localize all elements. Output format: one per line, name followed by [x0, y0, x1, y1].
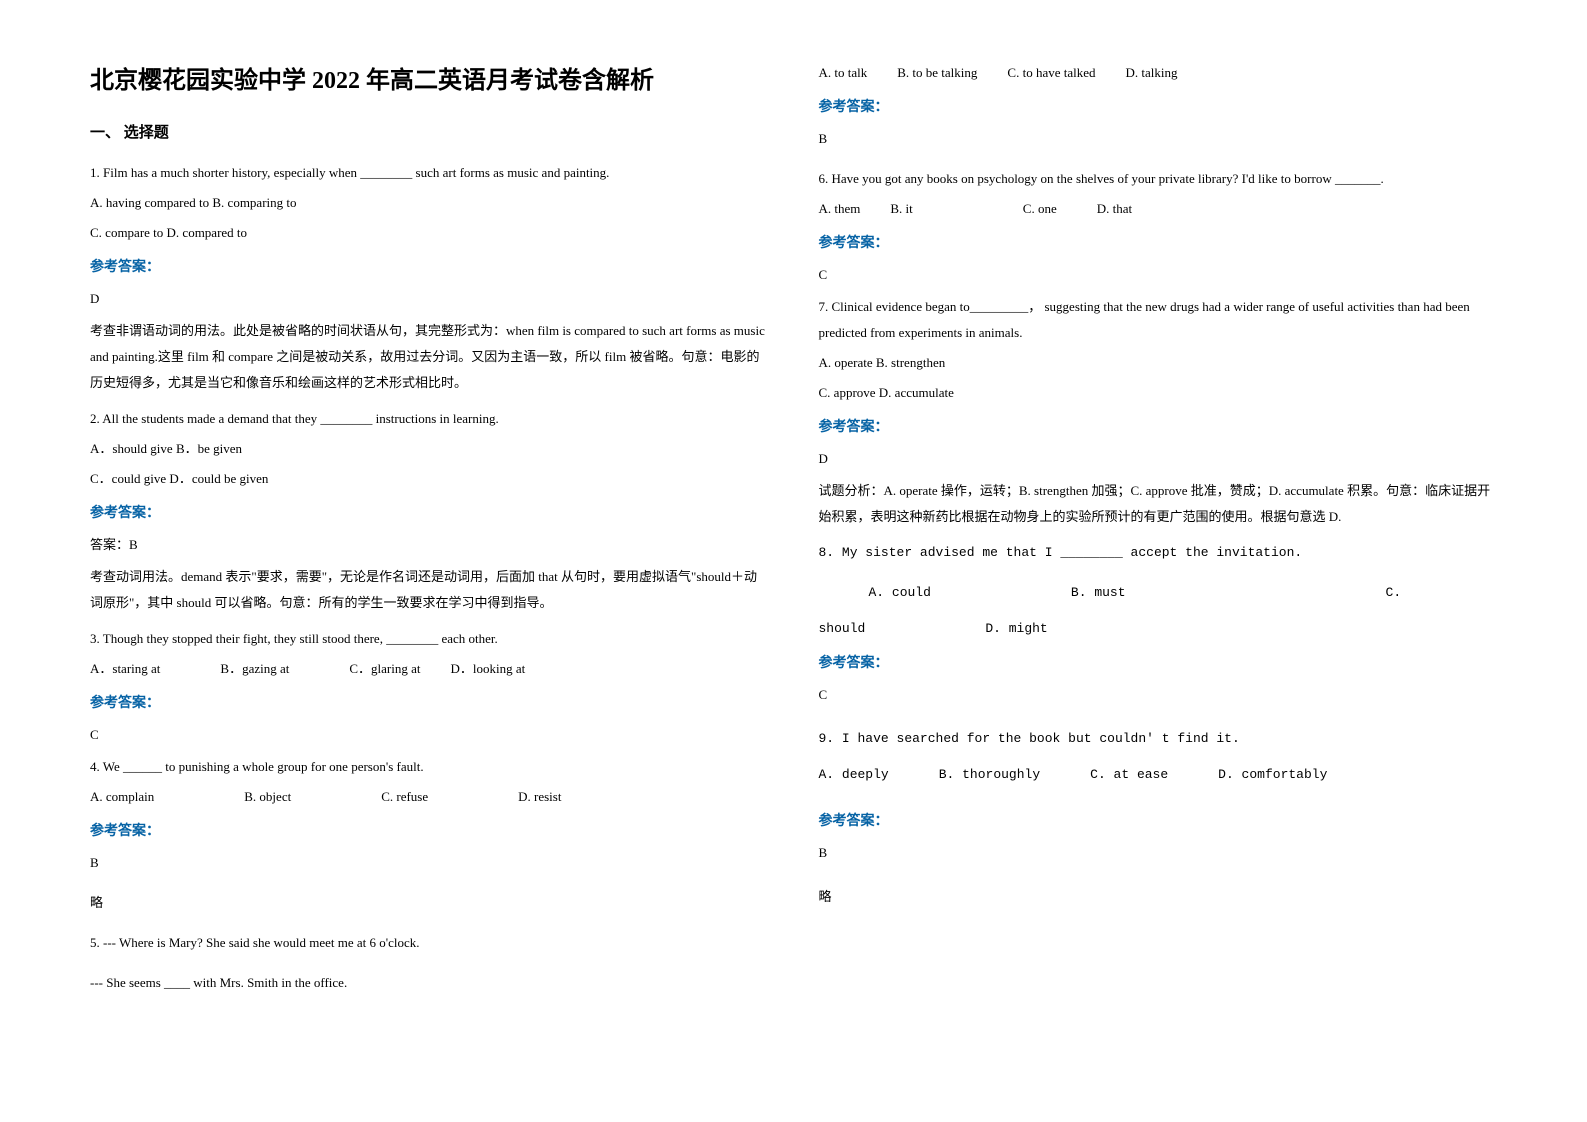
q3-opts: A．staring at B．gazing at C．glaring at D．loo…: [90, 656, 769, 682]
q5-ans: B: [819, 126, 1498, 152]
q9-ans-label: 参考答案：: [819, 810, 1498, 830]
q1-text: 1. Film has a much shorter history, espe…: [90, 160, 769, 186]
q4-opts: A. complain B. object C. refuse D. resist: [90, 784, 769, 810]
q1-opts-b: C. compare to D. compared to: [90, 220, 769, 246]
q6-opt-b: B. it: [890, 196, 912, 222]
q5-ans-label: 参考答案：: [819, 96, 1498, 116]
q6-ans: C: [819, 262, 1498, 288]
q3-ans: C: [90, 722, 769, 748]
q6-ans-label: 参考答案：: [819, 232, 1498, 252]
q8-opt-c-prefix: C.: [1386, 580, 1402, 606]
q6-opt-d: D. that: [1097, 196, 1132, 222]
section-header: 一、 选择题: [90, 121, 769, 142]
q7-explain: 试题分析：A. operate 操作，运转；B. strengthen 加强；C…: [819, 478, 1498, 530]
q3-opt-a: A．staring at: [90, 656, 160, 682]
q8-ans: C: [819, 682, 1498, 708]
q5-opts: A. to talk B. to be talking C. to have tal…: [819, 60, 1498, 86]
q8-ans-label: 参考答案：: [819, 652, 1498, 672]
q3-opt-d: D．looking at: [451, 656, 526, 682]
q8-opts-2: should D. might: [819, 616, 1498, 642]
q9-opt-b: B. thoroughly: [939, 762, 1040, 788]
q4-ans-label: 参考答案：: [90, 820, 769, 840]
q8-opts: A. could B. must C.: [819, 580, 1498, 606]
q9-text: 9. I have searched for the book but coul…: [819, 726, 1498, 752]
q9-opts: A. deeply B. thoroughly C. at ease D. comfo…: [819, 762, 1498, 788]
q1-ans-label: 参考答案：: [90, 256, 769, 276]
right-column: A. to talk B. to be talking C. to have tal…: [819, 60, 1498, 1062]
q2-text: 2. All the students made a demand that t…: [90, 406, 769, 432]
q2-opts-a: A．should give B．be given: [90, 436, 769, 462]
q6-text: 6. Have you got any books on psychology …: [819, 166, 1498, 192]
q5-text1: 5. --- Where is Mary? She said she would…: [90, 930, 769, 956]
q5-text2: --- She seems ____ with Mrs. Smith in th…: [90, 970, 769, 996]
q2-ans-label: 参考答案：: [90, 502, 769, 522]
q4-opt-b: B. object: [244, 784, 291, 810]
q8-opt-a: A. could: [869, 580, 931, 606]
q5-opt-b: B. to be talking: [897, 60, 977, 86]
q4-opt-a: A. complain: [90, 784, 154, 810]
q4-explain: 略: [90, 890, 769, 916]
q2-explain: 考查动词用法。demand 表示"要求，需要"，无论是作名词还是动词用，后面加 …: [90, 564, 769, 616]
q4-opt-c: C. refuse: [381, 784, 428, 810]
q5-opt-c: C. to have talked: [1007, 60, 1095, 86]
q3-text: 3. Though they stopped their fight, they…: [90, 626, 769, 652]
q7-opts-b: C. approve D. accumulate: [819, 380, 1498, 406]
q6-opts: A. them B. it C. one D. that: [819, 196, 1498, 222]
q4-text: 4. We ______ to punishing a whole group …: [90, 754, 769, 780]
page-title: 北京樱花园实验中学 2022 年高二英语月考试卷含解析: [90, 60, 769, 95]
q9-opt-c: C. at ease: [1090, 762, 1168, 788]
q6-opt-c: C. one: [1023, 196, 1057, 222]
q8-opt-d: D. might: [985, 616, 1047, 642]
q7-text: 7. Clinical evidence began to_________， …: [819, 294, 1498, 346]
q2-opts-b: C．could give D．could be given: [90, 466, 769, 492]
left-column: 北京樱花园实验中学 2022 年高二英语月考试卷含解析 一、 选择题 1. Fi…: [90, 60, 769, 1062]
q8-text: 8. My sister advised me that I ________ …: [819, 540, 1498, 566]
q7-opts-a: A. operate B. strengthen: [819, 350, 1498, 376]
q9-opt-d: D. comfortably: [1218, 762, 1327, 788]
q3-opt-b: B．gazing at: [220, 656, 289, 682]
q7-ans: D: [819, 446, 1498, 472]
q1-explain: 考查非谓语动词的用法。此处是被省略的时间状语从句，其完整形式为：when fil…: [90, 318, 769, 396]
q1-ans: D: [90, 286, 769, 312]
q7-ans-label: 参考答案：: [819, 416, 1498, 436]
q8-opt-c: should: [819, 616, 866, 642]
q4-opt-d: D. resist: [518, 784, 561, 810]
q9-opt-a: A. deeply: [819, 762, 889, 788]
q9-explain: 略: [819, 884, 1498, 910]
q3-ans-label: 参考答案：: [90, 692, 769, 712]
q2-ans: 答案：B: [90, 532, 769, 558]
q3-opt-c: C．glaring at: [349, 656, 420, 682]
q6-opt-a: A. them: [819, 196, 861, 222]
q5-opt-d: D. talking: [1126, 60, 1178, 86]
q8-opt-b: B. must: [1071, 580, 1126, 606]
q1-opts-a: A. having compared to B. comparing to: [90, 190, 769, 216]
q9-ans: B: [819, 840, 1498, 866]
q5-opt-a: A. to talk: [819, 60, 868, 86]
q4-ans: B: [90, 850, 769, 876]
